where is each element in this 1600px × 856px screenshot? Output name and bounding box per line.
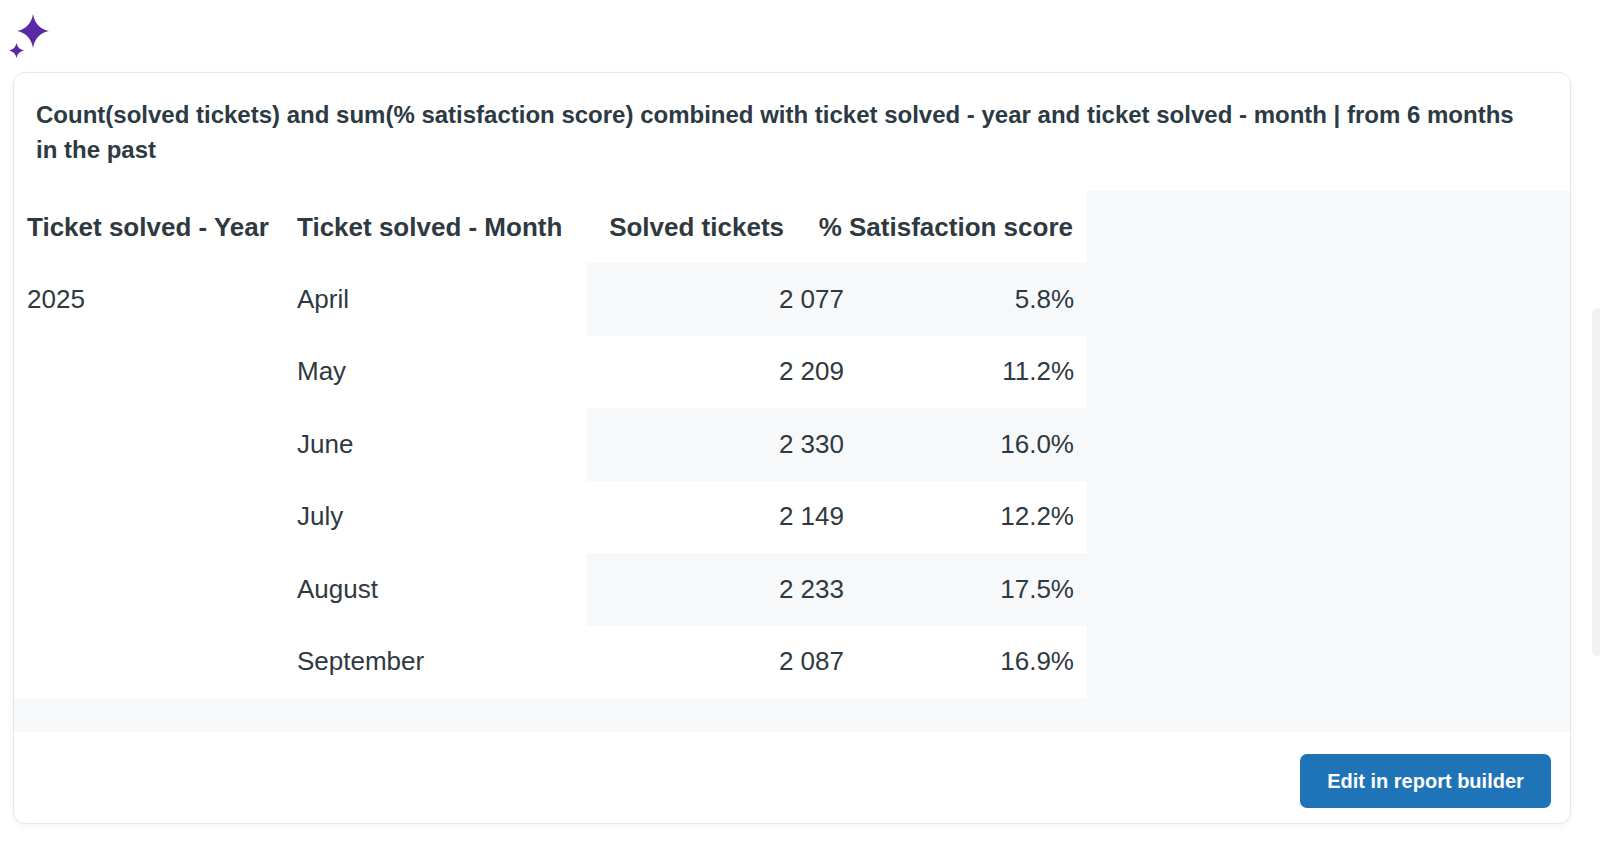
- table-row: August 2 233 17.5%: [14, 553, 1087, 626]
- column-header-month: Ticket solved - Month: [297, 212, 562, 243]
- cell-satisfaction: 17.5%: [858, 553, 1088, 626]
- cell-solved: 2 087: [586, 626, 858, 699]
- cell-solved: 2 209: [586, 336, 858, 409]
- cell-month: August: [284, 574, 586, 605]
- cell-solved: 2 077: [586, 263, 858, 336]
- results-table: Ticket solved - Year Ticket solved - Mon…: [14, 191, 1088, 698]
- cell-month: May: [284, 356, 586, 387]
- cell-month: July: [284, 501, 586, 532]
- table-row: May 2 209 11.2%: [14, 336, 1087, 409]
- cell-month: April: [284, 284, 586, 315]
- report-title: Count(solved tickets) and sum(% satisfac…: [36, 97, 1516, 167]
- table-widget-canvas: Ticket solved - Year Ticket solved - Mon…: [14, 191, 1570, 732]
- cell-solved: 2 233: [586, 553, 858, 626]
- page: { "header": { "title": "Count(solved tic…: [0, 0, 1600, 856]
- table-row: June 2 330 16.0%: [14, 408, 1087, 481]
- report-card: Count(solved tickets) and sum(% satisfac…: [13, 72, 1571, 824]
- cell-month: September: [284, 646, 586, 677]
- table-row: 2025 April 2 077 5.8%: [14, 263, 1087, 336]
- cell-satisfaction: 11.2%: [858, 336, 1088, 409]
- cell-satisfaction: 5.8%: [858, 263, 1088, 336]
- table-row: September 2 087 16.9%: [14, 626, 1087, 699]
- cell-solved: 2 330: [586, 408, 858, 481]
- table-header-row: Ticket solved - Year Ticket solved - Mon…: [14, 191, 1087, 263]
- ai-sparkles-icon: [9, 12, 49, 58]
- cell-solved: 2 149: [586, 481, 858, 554]
- cell-satisfaction: 16.0%: [858, 408, 1088, 481]
- cell-month: June: [284, 429, 586, 460]
- cell-satisfaction: 16.9%: [858, 626, 1088, 699]
- table-row: July 2 149 12.2%: [14, 481, 1087, 554]
- column-header-satisfaction: % Satisfaction score: [819, 212, 1073, 243]
- cell-year: 2025: [14, 284, 284, 315]
- edit-in-report-builder-button[interactable]: Edit in report builder: [1300, 754, 1551, 808]
- scrollbar-thumb[interactable]: [1592, 308, 1600, 656]
- column-header-solved: Solved tickets: [609, 212, 784, 243]
- cell-satisfaction: 12.2%: [858, 481, 1088, 554]
- column-header-year: Ticket solved - Year: [27, 212, 269, 243]
